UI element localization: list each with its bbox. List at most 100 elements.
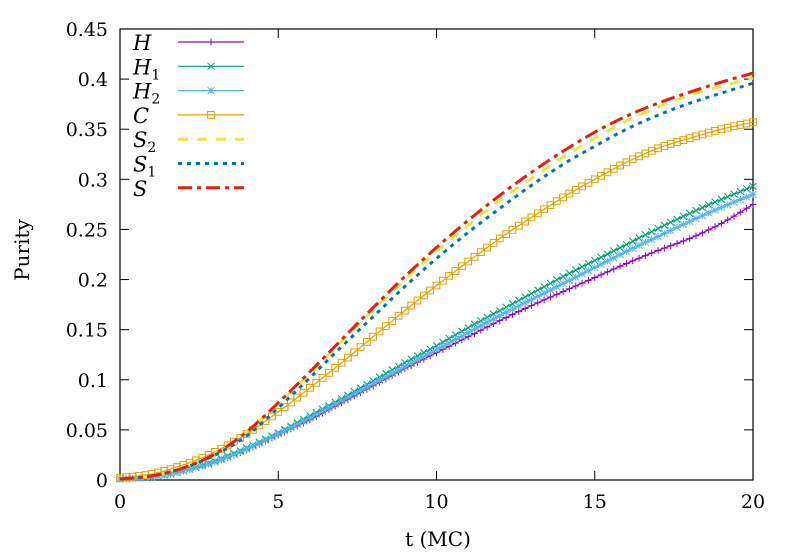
data-point bbox=[629, 257, 637, 265]
y-tick-label: 0.05 bbox=[66, 420, 108, 442]
data-point bbox=[660, 221, 669, 230]
data-point bbox=[521, 293, 529, 301]
data-point bbox=[407, 301, 416, 310]
data-point bbox=[293, 420, 301, 429]
data-point bbox=[711, 206, 719, 214]
y-tick-label: 0.4 bbox=[78, 69, 108, 91]
data-point bbox=[717, 203, 726, 212]
data-point bbox=[723, 200, 732, 209]
data-point bbox=[211, 458, 219, 466]
data-point bbox=[242, 445, 251, 453]
data-point bbox=[426, 349, 434, 357]
data-point bbox=[527, 295, 536, 304]
data-point bbox=[603, 257, 612, 265]
data-point bbox=[628, 244, 637, 253]
data-point bbox=[419, 291, 428, 300]
data-point bbox=[559, 272, 567, 281]
data-point bbox=[439, 342, 447, 351]
data-point bbox=[331, 363, 340, 372]
data-point bbox=[337, 358, 346, 367]
data-point bbox=[597, 260, 605, 269]
data-point bbox=[724, 216, 732, 224]
data-point bbox=[648, 249, 656, 257]
data-point bbox=[451, 267, 460, 275]
data-point bbox=[350, 348, 359, 357]
legend-marker bbox=[207, 62, 215, 71]
data-point bbox=[496, 311, 504, 320]
data-point bbox=[730, 190, 738, 198]
x-tick-label: 0 bbox=[114, 491, 126, 513]
data-point bbox=[363, 383, 371, 391]
data-point bbox=[445, 339, 453, 347]
data-point bbox=[660, 244, 668, 252]
data-point bbox=[458, 332, 466, 340]
legend-marker bbox=[207, 111, 215, 119]
data-point bbox=[628, 237, 637, 246]
data-point bbox=[736, 195, 745, 204]
data-point bbox=[375, 327, 384, 336]
data-point bbox=[565, 269, 574, 278]
data-point bbox=[616, 262, 624, 270]
data-point bbox=[470, 325, 479, 334]
y-tick-label: 0.2 bbox=[78, 270, 108, 292]
data-point bbox=[362, 338, 371, 346]
data-point bbox=[204, 460, 213, 468]
data-point bbox=[401, 362, 409, 371]
data-point bbox=[679, 220, 688, 229]
data-point bbox=[394, 311, 403, 320]
data-point bbox=[382, 373, 390, 381]
data-point bbox=[331, 400, 339, 409]
data-point bbox=[717, 220, 725, 227]
data-point bbox=[546, 201, 555, 210]
data-point bbox=[698, 229, 706, 237]
data-point bbox=[299, 417, 308, 425]
legend-item: S bbox=[133, 177, 244, 201]
data-point bbox=[711, 198, 719, 206]
data-point bbox=[566, 285, 573, 293]
data-point bbox=[641, 238, 650, 247]
data-point bbox=[654, 224, 662, 233]
data-point bbox=[173, 468, 181, 477]
data-point bbox=[749, 182, 757, 191]
series-line bbox=[119, 185, 754, 480]
data-point bbox=[635, 254, 643, 262]
data-point bbox=[527, 213, 536, 222]
data-point bbox=[743, 204, 751, 212]
y-tick-label: 0.1 bbox=[78, 370, 108, 392]
data-point bbox=[306, 414, 314, 422]
data-point bbox=[704, 209, 713, 217]
data-point bbox=[369, 380, 377, 388]
data-point bbox=[647, 227, 656, 236]
data-point bbox=[717, 195, 726, 204]
data-point bbox=[198, 462, 207, 470]
data-point bbox=[698, 211, 707, 220]
data-point bbox=[609, 247, 618, 255]
data-point bbox=[528, 302, 535, 310]
data-point bbox=[400, 306, 409, 315]
y-tick-label: 0.25 bbox=[66, 219, 108, 241]
legend-label: H2 bbox=[132, 80, 160, 108]
legend-label: H bbox=[132, 31, 152, 55]
data-point bbox=[692, 232, 700, 240]
data-point bbox=[514, 221, 523, 230]
data-point bbox=[660, 229, 669, 238]
data-point bbox=[356, 343, 365, 352]
data-point bbox=[679, 212, 688, 221]
data-point bbox=[521, 217, 530, 226]
data-point bbox=[553, 283, 561, 291]
data-point bbox=[685, 217, 694, 226]
data-point bbox=[623, 260, 630, 267]
data-point bbox=[369, 332, 378, 341]
legend-label: S1 bbox=[133, 153, 156, 181]
series-line bbox=[119, 121, 754, 479]
data-point bbox=[394, 366, 403, 374]
data-point bbox=[324, 368, 333, 377]
legend-item: H2 bbox=[132, 80, 244, 108]
data-point bbox=[426, 286, 435, 295]
data-point bbox=[306, 383, 314, 392]
data-point bbox=[375, 376, 384, 385]
data-point bbox=[742, 185, 751, 193]
data-point bbox=[546, 286, 555, 294]
data-point bbox=[438, 276, 447, 285]
